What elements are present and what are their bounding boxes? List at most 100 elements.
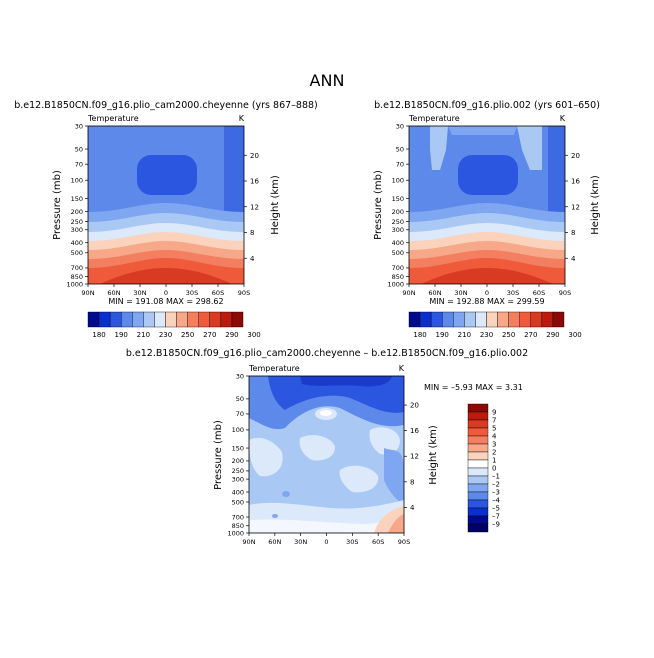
height-tick-label: 20 xyxy=(571,152,580,160)
x-tick-label: 30N xyxy=(133,289,146,297)
colorbar-swatch xyxy=(467,451,489,461)
y-tick-label: 70 xyxy=(236,410,244,418)
x-tick-label: 60N xyxy=(107,289,120,297)
panel-3-ylabel: Pressure (mb) xyxy=(213,420,224,490)
y-tick-label: 30 xyxy=(75,122,83,130)
panel-3-axes: 90N 60N 30N 0 30S 60S 90S 30 50 70 100 150 200 250300… xyxy=(227,372,419,546)
panel-2-band-8 xyxy=(421,268,553,284)
colorbar-swatch xyxy=(467,435,489,445)
height-tick-label: 16 xyxy=(410,427,419,435)
y-tick-label: 100 xyxy=(392,177,404,185)
y-tick-label: 150 xyxy=(71,195,83,203)
x-tick-label: 90N xyxy=(402,289,415,297)
panel-1-right-dark-band xyxy=(224,126,244,231)
colorbar-label: 9 xyxy=(492,409,496,417)
colorbar-label: 180 xyxy=(413,331,426,339)
height-tick-label: 20 xyxy=(250,152,259,160)
colorbar-label: –4 xyxy=(492,497,501,505)
colorbar-label: 300 xyxy=(247,331,260,339)
x-tick-label: 60N xyxy=(428,289,441,297)
panel-1-field xyxy=(88,126,244,284)
colorbar-swatch xyxy=(552,311,565,328)
y-tick-label: 100 xyxy=(232,426,244,434)
y-tick-label: 500 xyxy=(71,249,83,257)
colorbar-label: 290 xyxy=(225,331,238,339)
panel-3-blue-spot xyxy=(282,491,290,497)
height-tick-label: 16 xyxy=(250,178,259,186)
colorbar-label: 210 xyxy=(137,331,150,339)
y-tick-label: 50 xyxy=(236,395,244,403)
x-tick-label: 60S xyxy=(372,538,384,546)
height-tick-label: 8 xyxy=(250,229,254,237)
y-tick-label: 250 xyxy=(71,218,83,226)
colorbar-label: 290 xyxy=(546,331,559,339)
panel-3-stats: MIN = –5.93 MAX = 3.31 xyxy=(424,383,523,392)
height-tick-label: 4 xyxy=(250,255,255,263)
panel-1: b.e12.B1850CN.f09_g16.plio_cam2000.cheye… xyxy=(14,100,318,339)
colorbar-label: 230 xyxy=(159,331,172,339)
panel-3-blue-spot-2 xyxy=(272,514,278,518)
panel-3-mid-light-4 xyxy=(369,427,400,455)
panel-2-left-label: Temperature xyxy=(408,114,460,123)
colorbar-swatch xyxy=(220,311,233,328)
colorbar-label: 0 xyxy=(492,465,496,473)
height-tick-label: 4 xyxy=(571,255,576,263)
x-tick-label: 30S xyxy=(507,289,519,297)
colorbar-swatch xyxy=(467,475,489,485)
colorbar-label: 190 xyxy=(115,331,128,339)
panel-1-stats: MIN = 191.08 MAX = 298.62 xyxy=(108,297,223,306)
colorbar-swatch xyxy=(121,311,133,328)
y-tick-label: 850 xyxy=(232,522,244,530)
colorbar-swatch xyxy=(467,515,489,525)
colorbar-swatch xyxy=(467,427,489,437)
y-tick-label: 100 xyxy=(71,177,83,185)
y-tick-label: 1000 xyxy=(227,529,244,537)
colorbar-swatch xyxy=(475,311,487,328)
panel-3-warm-core xyxy=(388,514,404,533)
colorbar-swatch xyxy=(467,483,489,493)
panel-3-equator-core xyxy=(320,410,332,416)
panel-3-top-darkest xyxy=(300,376,392,387)
colorbar-label: 5 xyxy=(492,425,496,433)
x-tick-label: 0 xyxy=(485,289,489,297)
panel-2-units-label: K xyxy=(560,114,566,123)
panel-2-light-pocket-left xyxy=(430,126,448,170)
y-tick-label: 150 xyxy=(232,444,244,452)
colorbar-label: 2 xyxy=(492,449,496,457)
colorbar-swatch xyxy=(530,311,543,328)
colorbar-swatch xyxy=(442,311,454,328)
colorbar-swatch xyxy=(209,311,222,328)
panel-2-light-pocket-right xyxy=(517,126,542,170)
height-tick-label: 8 xyxy=(410,478,414,486)
y-tick-label: 400 xyxy=(232,488,244,496)
panel-3-bottom-white xyxy=(249,516,404,533)
colorbar-swatch xyxy=(464,311,476,328)
colorbar-label: –9 xyxy=(492,521,500,529)
colorbar-swatch xyxy=(408,311,421,328)
panel-2-stats: MIN = 192.88 MAX = 299.59 xyxy=(429,297,544,306)
panel-1-band-8 xyxy=(100,268,232,284)
y-tick-label: 70 xyxy=(396,160,404,168)
height-tick-label: 12 xyxy=(571,203,580,211)
colorbar-swatch xyxy=(467,507,489,517)
panel-3-mid-light-2 xyxy=(299,435,336,461)
panel-3-mid-light-3 xyxy=(339,465,379,493)
colorbar-label: 7 xyxy=(492,417,496,425)
panel-2-right-dark-band xyxy=(548,126,565,231)
colorbar-label: 180 xyxy=(92,331,105,339)
colorbar-label: –7 xyxy=(492,513,500,521)
y-tick-label: 70 xyxy=(75,160,83,168)
panel-3-title: b.e12.B1850CN.f09_g16.plio_cam2000.cheye… xyxy=(126,348,528,359)
y-tick-label: 700 xyxy=(392,264,404,272)
height-tick-label: 8 xyxy=(571,229,575,237)
colorbar-swatch xyxy=(430,311,443,328)
y-tick-label: 200 xyxy=(392,208,404,216)
y-tick-label: 300 xyxy=(71,226,83,234)
y-tick-label: 400 xyxy=(71,239,83,247)
panel-1-title: b.e12.B1850CN.f09_g16.plio_cam2000.cheye… xyxy=(14,100,318,111)
y-tick-label: 30 xyxy=(396,122,404,130)
panel-2-right-axis-label: Height (km) xyxy=(590,175,601,235)
colorbar-label: 190 xyxy=(436,331,449,339)
panel-2-title: b.e12.B1850CN.f09_g16.plio.002 (yrs 601–… xyxy=(374,100,600,111)
y-tick-label: 700 xyxy=(71,264,83,272)
